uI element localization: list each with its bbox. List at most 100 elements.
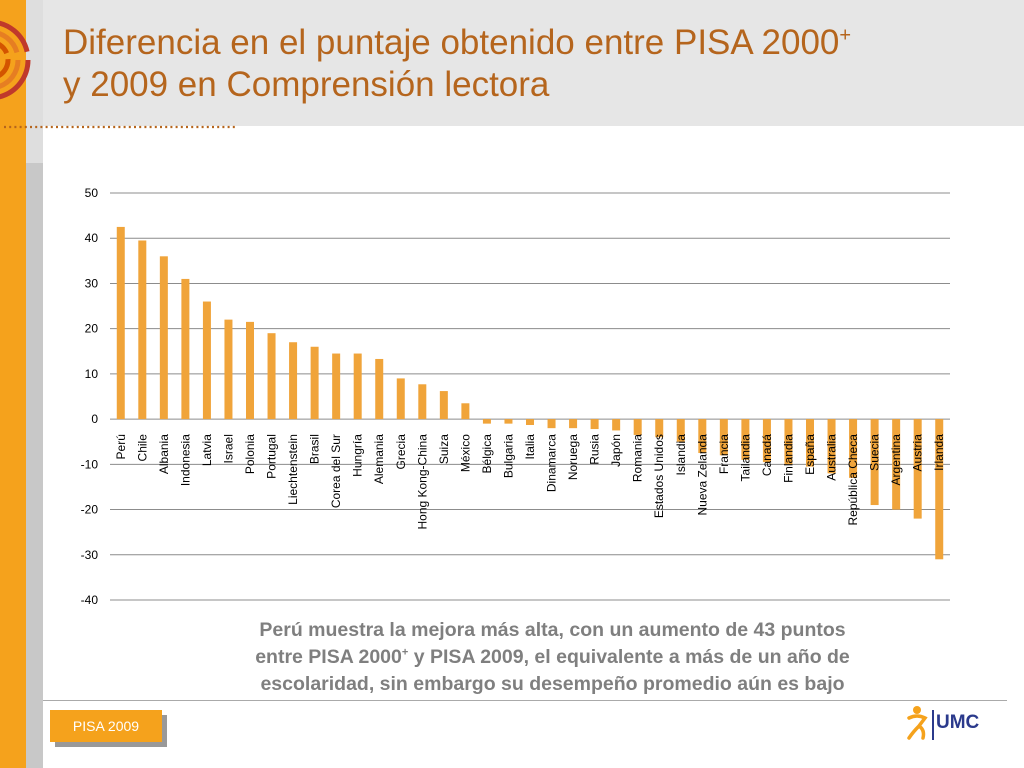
x-tick-label: Noruega [566, 434, 580, 480]
x-tick-label: Bélgica [480, 434, 494, 474]
x-tick-label: Hungría [351, 434, 365, 477]
bar [375, 358, 384, 420]
bar [138, 240, 147, 420]
bar [612, 419, 621, 431]
left-accent-bar [0, 0, 26, 768]
x-tick-label: Hong Kong-China [415, 434, 429, 530]
x-tick-label: Corea del Sur [329, 434, 343, 508]
bar [547, 419, 556, 429]
bar [181, 278, 190, 420]
bar [762, 419, 771, 463]
y-tick-label: 20 [85, 322, 99, 336]
y-tick-label: 40 [85, 231, 99, 245]
x-tick-label: Indonesia [178, 434, 192, 486]
x-tick-label: Polonia [243, 434, 257, 474]
y-tick-label: -40 [81, 593, 99, 607]
caption-line-3: escolaridad, sin embargo su desempeño pr… [260, 673, 845, 695]
umc-figure-icon [907, 706, 934, 740]
bar [224, 319, 233, 420]
bar [526, 419, 534, 425]
y-tick-label: -30 [81, 548, 99, 562]
x-tick-label: Australia [825, 434, 839, 481]
x-tick-label: Francia [717, 434, 731, 474]
title-superscript: + [839, 24, 852, 47]
bar [353, 353, 362, 420]
title-line-2: y 2009 en Comprensión lectora [63, 65, 550, 104]
x-tick-label: Brasil [308, 434, 322, 464]
x-tick-label: Israel [221, 434, 235, 463]
x-tick-label: Bulgaria [501, 434, 515, 478]
x-tick-label: Suiza [437, 434, 451, 464]
x-tick-label: Alemania [372, 434, 386, 484]
bar [633, 419, 642, 435]
bar [892, 419, 901, 510]
x-tick-label: Grecia [394, 434, 408, 470]
bar [246, 321, 254, 420]
bar [569, 419, 578, 429]
bar [849, 419, 858, 478]
bar [827, 419, 836, 474]
y-tick-label: 30 [85, 276, 99, 290]
x-tick-label: Dinamarca [545, 434, 559, 492]
bar [698, 419, 707, 454]
x-tick-label: Argentina [889, 434, 903, 486]
bar [504, 419, 513, 424]
footer-divider [43, 700, 1007, 701]
x-tick-label: Portugal [265, 434, 279, 479]
x-tick-label: República Checa [846, 434, 860, 526]
bar-chart: 50 40 30 20 10 0 -10 -20 -30 -40 Perú Chile Albania I… [81, 186, 950, 607]
bar [719, 419, 728, 456]
y-tick-label: 50 [85, 186, 99, 200]
caption-line-1: Perú muestra la mejora más alta, con un … [259, 619, 846, 641]
bar [784, 419, 793, 465]
bar [806, 419, 814, 467]
swirl-logo-icon [0, 20, 31, 100]
y-tick-label: -20 [81, 503, 99, 517]
x-tick-label: México [458, 434, 472, 472]
x-tick-label: Latvia [200, 434, 214, 466]
bar [310, 346, 319, 420]
bar [461, 403, 470, 420]
x-tick-label: Liechtenstein [286, 434, 300, 505]
y-tick-label: 10 [85, 367, 99, 381]
y-tick-label: 0 [91, 412, 98, 426]
pisa-badge: PISA 2009 [50, 710, 162, 742]
caption-line-2b: y PISA 2009, el equivalente a más de un … [408, 646, 850, 668]
x-tick-label: Albania [157, 434, 171, 474]
bar [267, 333, 276, 420]
x-tick-label: Irlanda [932, 434, 946, 471]
bar [676, 419, 685, 442]
caption-superscript: + [401, 646, 409, 659]
dotted-divider [4, 125, 236, 129]
y-tick-label: -10 [81, 457, 99, 471]
title-header [43, 0, 1024, 126]
bar [332, 353, 341, 420]
chart-caption: Perú muestra la mejora más alta, con un … [195, 617, 910, 698]
bar [741, 419, 750, 460]
x-tick-label: Estados Unidos [652, 434, 666, 518]
x-tick-label: Finlandia [781, 434, 795, 483]
bar [913, 419, 922, 519]
x-tick-label: Japón [609, 434, 623, 467]
page-title: Diferencia en el puntaje obtenido entre … [63, 22, 993, 106]
side-gray-strip-top [26, 0, 43, 163]
bar [418, 384, 427, 420]
x-tick-label: Nueva Zelanda [695, 434, 709, 516]
bar [289, 342, 298, 420]
x-tick-label: Chile [135, 434, 149, 462]
x-tick-label: Islandia [674, 434, 688, 476]
umc-logo-text: UMC [936, 712, 980, 733]
x-tick-label: Romania [631, 434, 645, 482]
bar [870, 419, 879, 506]
x-tick-label: España [803, 434, 817, 475]
side-gray-strip [26, 0, 43, 768]
bar [202, 301, 211, 420]
bar [655, 419, 664, 438]
bar [935, 419, 944, 560]
bar [439, 391, 448, 420]
x-tick-label: Tailandia [738, 434, 752, 482]
x-tick-label: Perú [114, 434, 128, 459]
x-tick-label: Suecia [868, 434, 882, 471]
bar [116, 226, 125, 420]
x-tick-label: Austria [911, 434, 925, 472]
